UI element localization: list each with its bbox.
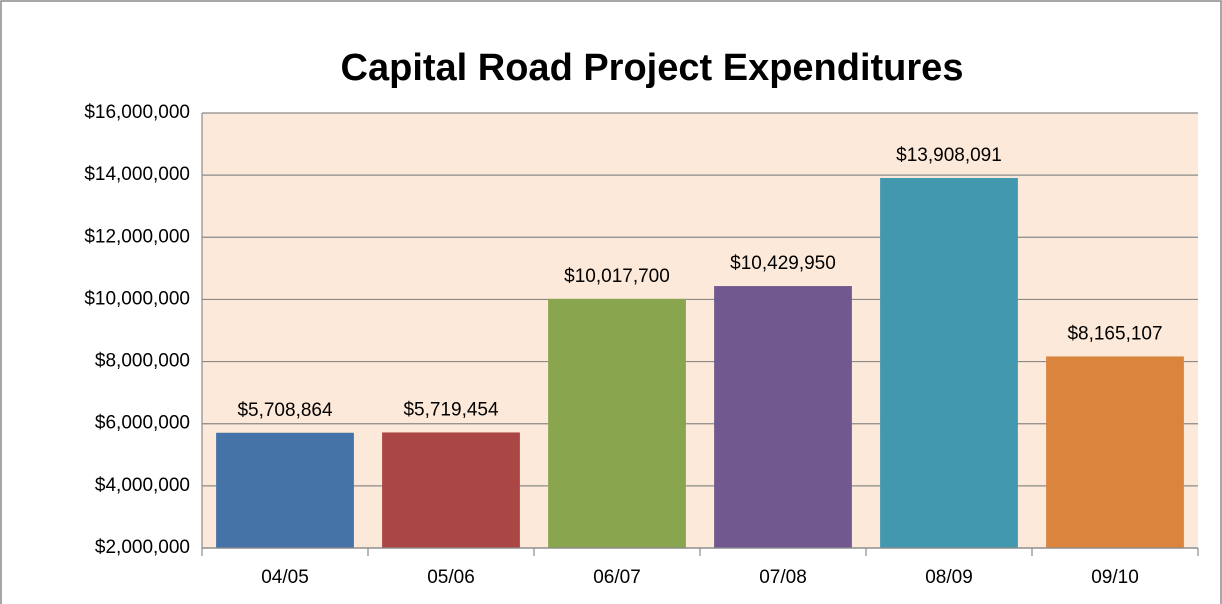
y-tick-label: $16,000,000 — [84, 102, 190, 123]
bar — [880, 177, 1018, 548]
x-tick-label: 05/06 — [427, 567, 475, 588]
x-tick-label: 06/07 — [593, 567, 641, 588]
y-tick-label: $10,000,000 — [84, 288, 190, 309]
bar — [216, 432, 354, 548]
x-tick-label: 08/09 — [925, 567, 973, 588]
data-label: $8,165,107 — [1067, 323, 1162, 344]
y-tick-label: $2,000,000 — [95, 537, 190, 558]
data-label: $13,908,091 — [896, 145, 1002, 166]
bar — [382, 432, 520, 548]
plot-area — [202, 113, 1198, 548]
data-label: $5,719,454 — [403, 399, 499, 420]
data-label: $10,017,700 — [564, 266, 670, 287]
x-tick-label: 07/08 — [759, 567, 807, 588]
bar — [714, 286, 852, 548]
data-label: $10,429,950 — [730, 253, 836, 274]
chart-title: Capital Road Project Expenditures — [341, 47, 964, 89]
y-tick-label: $8,000,000 — [95, 351, 190, 372]
x-tick-label: 04/05 — [261, 567, 309, 588]
data-label: $5,708,864 — [237, 400, 333, 421]
y-tick-label: $14,000,000 — [84, 164, 190, 185]
y-tick-label: $4,000,000 — [95, 475, 190, 496]
y-tick-label: $12,000,000 — [84, 226, 190, 247]
bar — [1046, 356, 1184, 548]
y-tick-label: $6,000,000 — [95, 413, 190, 434]
x-tick-label: 09/10 — [1091, 567, 1139, 588]
bar — [548, 298, 686, 548]
